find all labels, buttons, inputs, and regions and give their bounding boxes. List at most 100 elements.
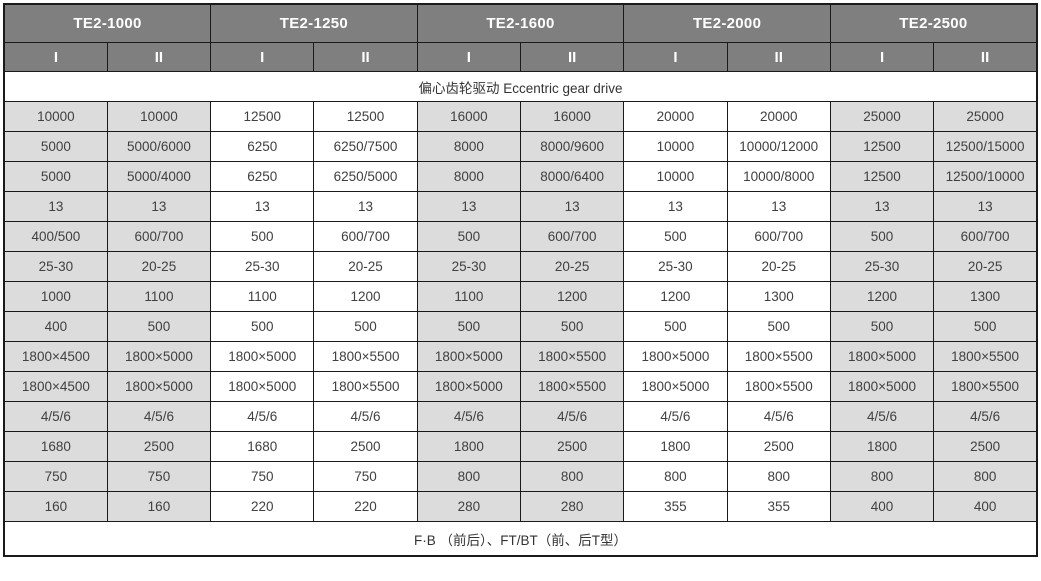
table-row: 1800×4500 1800×5000 1800×5000 1800×5500 1800… bbox=[3, 371, 1038, 402]
spec-cell: 25000 bbox=[829, 101, 935, 132]
spec-cell: 1800×5500 bbox=[519, 341, 625, 372]
table-row: 5000 5000/4000 6250 6250/5000 8000 8000/6400 1… bbox=[3, 161, 1038, 192]
table-row: 750 750 750 750 800 800 800 800 800 800 bbox=[3, 461, 1038, 492]
spec-cell: 1800×5500 bbox=[313, 371, 418, 402]
column-header: I bbox=[416, 42, 521, 72]
spec-cell: 800 bbox=[933, 461, 1038, 492]
model-header: TE2-2000 bbox=[623, 3, 831, 43]
spec-cell: 12500 bbox=[313, 101, 418, 132]
spec-cell: 10000 bbox=[106, 101, 212, 132]
spec-cell: 1800 bbox=[829, 431, 935, 462]
spec-cell: 25-30 bbox=[3, 251, 108, 282]
spec-cell: 800 bbox=[416, 461, 521, 492]
spec-cell: 25-30 bbox=[623, 251, 728, 282]
spec-cell: 8000 bbox=[416, 161, 521, 192]
spec-cell: 5000 bbox=[3, 161, 108, 192]
spec-cell: 1200 bbox=[313, 281, 418, 312]
spec-cell: 1800×5000 bbox=[829, 341, 935, 372]
spec-cell: 500 bbox=[726, 311, 831, 342]
spec-cell: 600/700 bbox=[726, 221, 831, 252]
spec-cell: 500 bbox=[416, 221, 521, 252]
spec-cell: 1800×5500 bbox=[933, 341, 1038, 372]
spec-cell: 10000 bbox=[623, 161, 728, 192]
model-header: TE2-2500 bbox=[829, 3, 1038, 43]
spec-cell: 1800 bbox=[416, 431, 521, 462]
spec-cell: 4/5/6 bbox=[933, 401, 1038, 432]
spec-cell: 500 bbox=[829, 311, 935, 342]
table-row: 13 13 13 13 13 13 13 13 13 13 bbox=[3, 191, 1038, 222]
spec-cell: 1680 bbox=[3, 431, 108, 462]
spec-cell: 4/5/6 bbox=[829, 401, 935, 432]
spec-table: TE2-1000 TE2-1250 TE2-1600 TE2-2000 TE2-2500… bbox=[3, 3, 1038, 557]
spec-cell: 800 bbox=[519, 461, 625, 492]
table-row: 1000 1100 1100 1200 1100 1200 1200 1300 1200 1300 bbox=[3, 281, 1038, 312]
spec-cell: 8000/6400 bbox=[519, 161, 625, 192]
spec-cell: 220 bbox=[210, 491, 315, 522]
spec-table-header: TE2-1000 TE2-1250 TE2-1600 TE2-2000 TE2-2500… bbox=[3, 3, 1038, 72]
spec-cell: 355 bbox=[726, 491, 831, 522]
spec-cell: 25000 bbox=[933, 101, 1038, 132]
spec-cell: 500 bbox=[933, 311, 1038, 342]
spec-cell: 500 bbox=[623, 311, 728, 342]
spec-cell: 2500 bbox=[726, 431, 831, 462]
spec-cell: 400 bbox=[3, 311, 108, 342]
drive-row-cell: 偏心齿轮驱动 Eccentric gear drive bbox=[3, 71, 1038, 102]
model-header: TE2-1250 bbox=[210, 3, 418, 43]
spec-cell: 4/5/6 bbox=[726, 401, 831, 432]
spec-cell: 400 bbox=[933, 491, 1038, 522]
spec-cell: 1800×5000 bbox=[106, 341, 212, 372]
spec-cell: 160 bbox=[3, 491, 108, 522]
column-header: II bbox=[726, 42, 831, 72]
spec-cell: 4/5/6 bbox=[416, 401, 521, 432]
spec-cell: 2500 bbox=[519, 431, 625, 462]
spec-cell: 1800×5500 bbox=[933, 371, 1038, 402]
spec-cell: 8000/9600 bbox=[519, 131, 625, 162]
spec-cell: 1300 bbox=[933, 281, 1038, 312]
spec-cell: 25-30 bbox=[829, 251, 935, 282]
spec-cell: 5000 bbox=[3, 131, 108, 162]
spec-cell: 750 bbox=[106, 461, 212, 492]
spec-cell: 500 bbox=[519, 311, 625, 342]
spec-cell: 10000/8000 bbox=[726, 161, 831, 192]
spec-cell: 4/5/6 bbox=[106, 401, 212, 432]
spec-cell: 500 bbox=[829, 221, 935, 252]
spec-cell: 600/700 bbox=[106, 221, 212, 252]
spec-cell: 160 bbox=[106, 491, 212, 522]
spec-cell: 20-25 bbox=[726, 251, 831, 282]
spec-cell: 12500 bbox=[210, 101, 315, 132]
column-header: II bbox=[106, 42, 212, 72]
spec-cell: 1800×5000 bbox=[210, 341, 315, 372]
spec-cell: 800 bbox=[623, 461, 728, 492]
spec-cell: 280 bbox=[519, 491, 625, 522]
spec-cell: 4/5/6 bbox=[519, 401, 625, 432]
spec-cell: 1100 bbox=[106, 281, 212, 312]
spec-cell: 1800×5000 bbox=[623, 371, 728, 402]
spec-cell: 1800×5500 bbox=[726, 341, 831, 372]
column-header: I bbox=[3, 42, 108, 72]
spec-cell: 280 bbox=[416, 491, 521, 522]
spec-cell: 13 bbox=[106, 191, 212, 222]
spec-cell: 5000/4000 bbox=[106, 161, 212, 192]
spec-cell: 500 bbox=[106, 311, 212, 342]
spec-cell: 1800×5000 bbox=[416, 371, 521, 402]
spec-cell: 1200 bbox=[623, 281, 728, 312]
spec-cell: 5000/6000 bbox=[106, 131, 212, 162]
spec-cell: 800 bbox=[829, 461, 935, 492]
spec-cell: 8000 bbox=[416, 131, 521, 162]
table-row: 4/5/6 4/5/6 4/5/6 4/5/6 4/5/6 4/5/6 4/5/6 4/5/6… bbox=[3, 401, 1038, 432]
model-header: TE2-1000 bbox=[3, 3, 212, 43]
table-row: 5000 5000/6000 6250 6250/7500 8000 8000/9600 1… bbox=[3, 131, 1038, 162]
table-row: 160 160 220 220 280 280 355 355 400 400 bbox=[3, 491, 1038, 522]
table-row: 1680 2500 1680 2500 1800 2500 1800 2500 1800 2500 bbox=[3, 431, 1038, 462]
drive-row: 偏心齿轮驱动 Eccentric gear drive bbox=[3, 71, 1038, 102]
model-header-row: TE2-1000 TE2-1250 TE2-1600 TE2-2000 TE2-2500 bbox=[3, 3, 1038, 43]
spec-cell: 1800×5000 bbox=[210, 371, 315, 402]
spec-cell: 1200 bbox=[829, 281, 935, 312]
spec-cell: 220 bbox=[313, 491, 418, 522]
spec-cell: 12500 bbox=[829, 131, 935, 162]
spec-cell: 12500/15000 bbox=[933, 131, 1038, 162]
spec-cell: 500 bbox=[210, 311, 315, 342]
spec-cell: 4/5/6 bbox=[210, 401, 315, 432]
column-header: II bbox=[933, 42, 1038, 72]
spec-cell: 25-30 bbox=[210, 251, 315, 282]
